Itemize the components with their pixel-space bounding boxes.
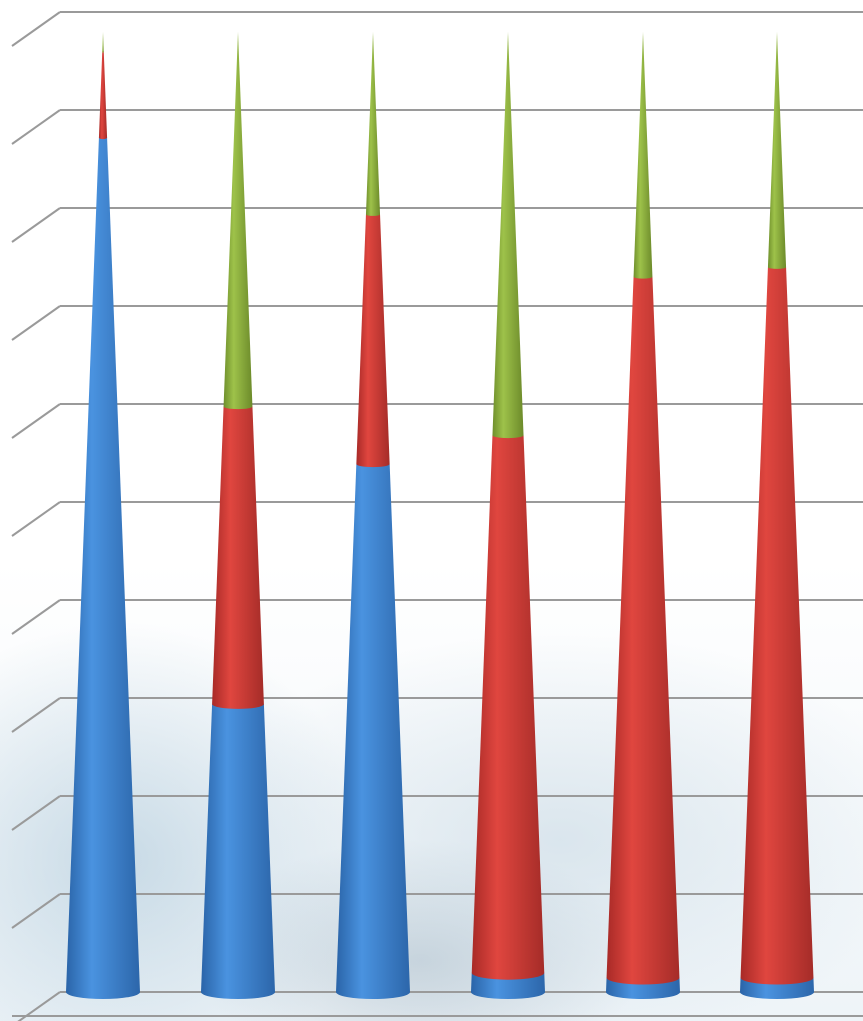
cone-segment: [633, 32, 653, 279]
cone-segment: [212, 406, 264, 709]
gridline-diagonal: [11, 795, 61, 831]
cone-segment: [66, 137, 140, 1000]
cone: [606, 32, 680, 1000]
cone-segment: [336, 464, 410, 1000]
cone-segment: [767, 32, 787, 269]
cone-segment: [201, 704, 275, 1000]
gridline-diagonal: [11, 305, 61, 341]
cone-segment: [102, 32, 104, 53]
gridline-diagonal: [11, 11, 61, 47]
cone-segment: [471, 435, 545, 980]
gridline-diagonal: [11, 501, 61, 537]
gridline-diagonal: [11, 697, 61, 733]
cone-segment: [492, 32, 524, 439]
cone-segment: [606, 276, 680, 985]
cone-segment: [365, 32, 381, 216]
gridlines: [11, 11, 863, 1021]
cone-segment: [740, 267, 814, 985]
cones: [66, 32, 814, 1000]
cone: [336, 32, 410, 1000]
gridline-diagonal: [11, 109, 61, 145]
cone: [201, 32, 275, 1000]
cone: [740, 32, 814, 1000]
cone-segment: [98, 51, 108, 140]
gridline-diagonal: [11, 207, 61, 243]
gridline-diagonal: [11, 403, 61, 439]
cone: [66, 32, 140, 1000]
gridline-diagonal: [11, 599, 61, 635]
cone-segment: [356, 214, 390, 468]
gridline-diagonal: [17, 991, 61, 1021]
cone-segment: [223, 32, 253, 410]
gridline-diagonal: [11, 893, 61, 929]
cone: [471, 32, 545, 1000]
cone-segment: [471, 972, 545, 1000]
